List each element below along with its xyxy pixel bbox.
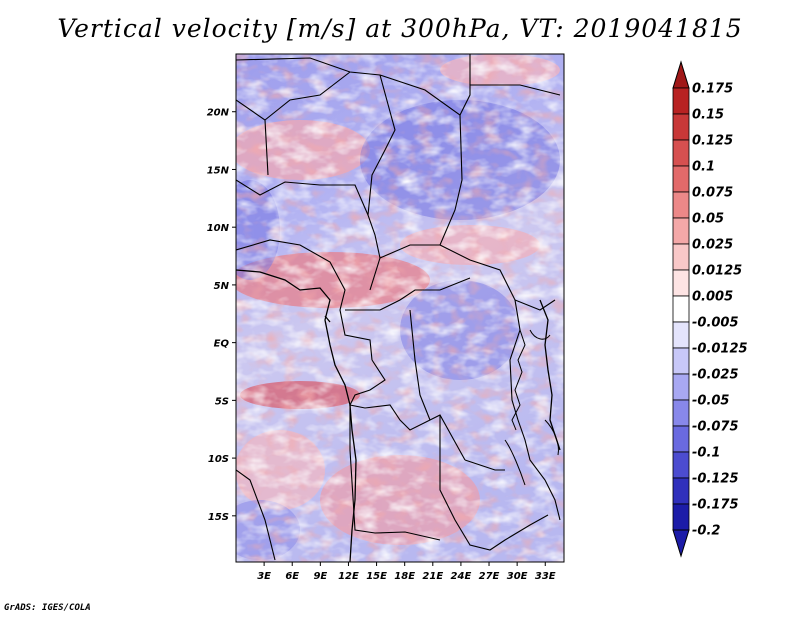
colorbar-label: 0.075 [692,186,733,201]
colorbar-label: -0.005 [692,316,739,331]
lakes [504,329,559,486]
lon-tick-label: 21E [422,571,443,582]
colorbar-swatch [672,269,690,297]
colorbar-label: 0.1 [692,160,715,175]
grads-credit: GrADS: IGES/COLA [4,603,91,613]
colorbar: 0.175 0.15 0.125 0.1 0.075 0.05 0.025 0.0125 0.0… [672,60,748,558]
lon-tick-label: 15E [366,571,387,582]
coastline [236,269,561,562]
colorbar-swatch [672,425,690,453]
colorbar-label: -0.075 [692,420,739,435]
colorbar-label: 0.15 [692,108,724,123]
colorbar-swatch [672,139,690,167]
lat-tick-label: 20N [207,108,230,119]
colorbar-label: 0.0125 [692,264,742,279]
colorbar-bottom-arrow [672,529,690,558]
lon-tick-label: 12E [338,571,359,582]
lon-tick-label: 6E [285,571,299,582]
country-borders [236,54,561,561]
lat-tick-label: 15N [207,165,230,176]
colorbar-swatch [672,87,690,115]
lat-tick-label: EQ [214,339,230,350]
lon-tick-label: 27E [479,571,500,582]
lon-tick-label: 9E [313,571,327,582]
colorbar-swatch [672,503,690,531]
colorbar-label: 0.005 [692,290,733,305]
colorbar-label: -0.025 [692,368,739,383]
lon-tick-label: 3E [257,571,271,582]
map-title: Vertical velocity [m/s] at 300hPa, VT: 2… [57,14,743,43]
lon-tick-label: 33E [535,571,556,582]
vertical-velocity-field [236,54,564,562]
lat-tick-label: 15S [208,512,229,523]
lat-tick-label: 5N [214,281,230,292]
lat-tick-label: 10N [207,223,230,234]
colorbar-swatch [672,217,690,245]
colorbar-swatch [672,477,690,505]
map-frame [235,53,565,563]
colorbar-label: -0.05 [692,394,729,409]
colorbar-label: -0.175 [692,498,739,513]
lat-tick-label: 5S [215,396,229,407]
white-texture [236,54,564,562]
colorbar-label: -0.1 [692,446,720,461]
latitude-axis: 20N 15N 10N 5N EQ 5S 10S 15S [207,108,236,523]
colorbar-swatch [672,113,690,141]
colorbar-top-arrow [672,60,690,89]
colorbar-label: -0.0125 [692,342,748,357]
lon-tick-label: 18E [394,571,415,582]
colorbar-label: -0.125 [692,472,739,487]
longitude-axis: 3E 6E 9E 12E 15E 18E 21E 24E 27E 30E 33E [257,562,556,582]
colorbar-label: 0.025 [692,238,733,253]
colorbar-swatch [672,399,690,427]
colorbar-swatch [672,373,690,401]
colorbar-swatch [672,243,690,271]
lon-tick-label: 30E [507,571,528,582]
lon-tick-label: 24E [451,571,472,582]
colorbar-swatch [672,191,690,219]
colorbar-swatch [672,347,690,375]
colorbar-label: 0.05 [692,212,724,227]
colorbar-label: -0.2 [692,524,720,539]
colorbar-swatch [672,321,690,349]
lat-tick-label: 10S [208,454,229,465]
colorbar-label: 0.125 [692,134,733,149]
colorbar-label: 0.175 [692,82,733,97]
colorbar-swatch [672,451,690,479]
colorbar-swatch [672,165,690,193]
colorbar-swatch [672,295,690,323]
